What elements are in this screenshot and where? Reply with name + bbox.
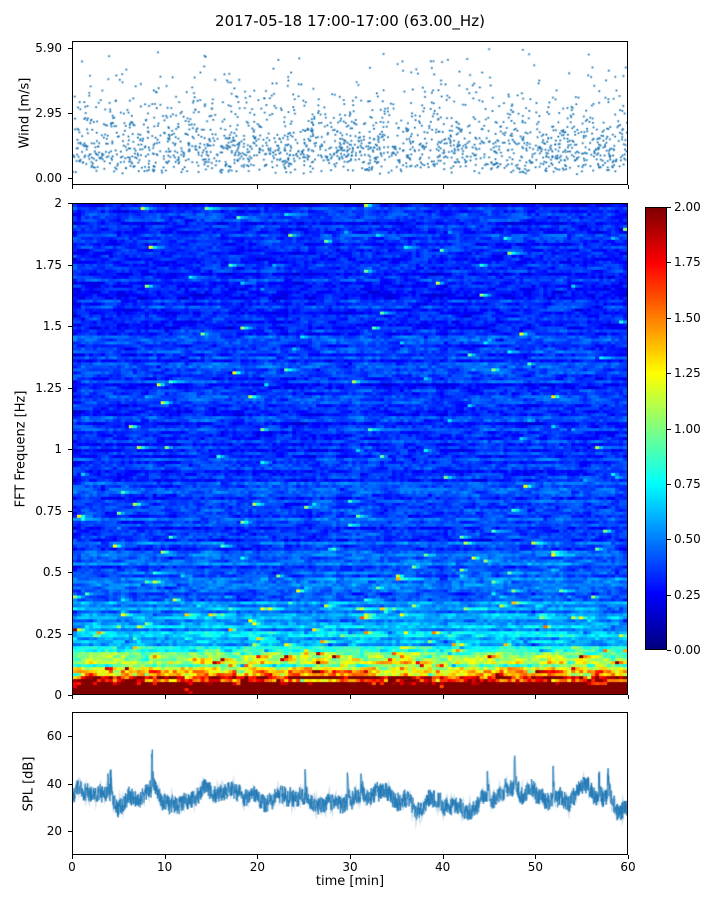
colorbar-canvas	[646, 208, 666, 649]
tick-label: 0.00	[35, 171, 62, 186]
tick-mark	[667, 539, 671, 540]
tick-mark	[165, 185, 166, 189]
tick-mark	[628, 855, 629, 859]
tick-mark	[68, 449, 72, 450]
tick-mark	[72, 855, 73, 859]
tick-mark	[667, 262, 671, 263]
tick-mark	[628, 695, 629, 699]
tick-mark	[165, 695, 166, 699]
tick-mark	[68, 203, 72, 204]
tick-mark	[350, 185, 351, 189]
tick-label: 0	[68, 860, 76, 874]
tick-mark	[68, 178, 72, 179]
tick-mark	[350, 855, 351, 859]
tick-mark	[667, 595, 671, 596]
tick-label: 30	[342, 860, 358, 874]
tick-mark	[68, 831, 72, 832]
tick-label: 1.50	[674, 310, 701, 325]
tick-label: 1.25	[35, 380, 62, 395]
tick-mark	[72, 695, 73, 699]
tick-mark	[68, 572, 72, 573]
tick-label: 0.25	[35, 626, 62, 641]
tick-label: 5.90	[35, 40, 62, 55]
figure-title: 2017-05-18 17:00-17:00 (63.00_Hz)	[215, 12, 485, 30]
tick-mark	[535, 185, 536, 189]
tick-label: 1.75	[674, 255, 701, 270]
tick-label: 0.00	[674, 643, 701, 657]
tick-mark	[628, 185, 629, 189]
tick-mark	[72, 185, 73, 189]
tick-label: 40	[46, 776, 62, 791]
tick-mark	[257, 695, 258, 699]
x-axis-label: time [min]	[315, 874, 385, 889]
tick-mark	[667, 373, 671, 374]
tick-mark	[68, 326, 72, 327]
tick-label: 60	[620, 860, 636, 874]
spectrogram-plot-area	[72, 203, 628, 695]
tick-mark	[68, 736, 72, 737]
tick-mark	[443, 695, 444, 699]
tick-label: 2.00	[674, 200, 701, 214]
tick-label: 40	[435, 860, 451, 874]
tick-mark	[257, 855, 258, 859]
tick-mark	[68, 113, 72, 114]
tick-mark	[68, 784, 72, 785]
tick-label: 0.5	[42, 565, 62, 579]
tick-mark	[667, 318, 671, 319]
spl-line-canvas	[73, 713, 627, 854]
tick-mark	[667, 484, 671, 485]
tick-mark	[443, 185, 444, 189]
tick-label: 10	[157, 860, 173, 874]
tick-mark	[535, 695, 536, 699]
tick-label: 20	[249, 860, 265, 874]
tick-label: 20	[46, 824, 62, 839]
tick-label: 0	[54, 688, 62, 702]
tick-label: 2.95	[35, 106, 62, 120]
tick-label: 0.25	[674, 587, 701, 602]
tick-label: 1.00	[674, 421, 701, 436]
tick-mark	[68, 48, 72, 49]
tick-mark	[257, 185, 258, 189]
colorbar	[645, 207, 667, 650]
tick-label: 2	[54, 196, 62, 210]
tick-mark	[443, 855, 444, 859]
wind-plot-area	[72, 41, 628, 185]
tick-mark	[68, 265, 72, 266]
tick-mark	[68, 388, 72, 389]
tick-label: 1.5	[42, 319, 62, 333]
tick-mark	[68, 511, 72, 512]
tick-label: 1.25	[674, 366, 701, 381]
tick-mark	[535, 855, 536, 859]
tick-label: 1.75	[35, 257, 62, 272]
tick-label: 0.50	[674, 532, 701, 547]
tick-mark	[68, 695, 72, 696]
tick-mark	[667, 429, 671, 430]
tick-mark	[667, 650, 671, 651]
spectrogram-canvas	[73, 204, 627, 694]
tick-mark	[165, 855, 166, 859]
tick-label: 0.75	[35, 503, 62, 518]
tick-mark	[667, 207, 671, 208]
tick-label: 50	[527, 860, 543, 874]
tick-mark	[68, 634, 72, 635]
tick-label: 60	[46, 728, 62, 743]
spl-plot-area	[72, 712, 628, 855]
tick-label: 0.75	[674, 476, 701, 491]
wind-scatter-canvas	[73, 42, 627, 184]
tick-mark	[350, 695, 351, 699]
tick-label: 1	[54, 442, 62, 456]
